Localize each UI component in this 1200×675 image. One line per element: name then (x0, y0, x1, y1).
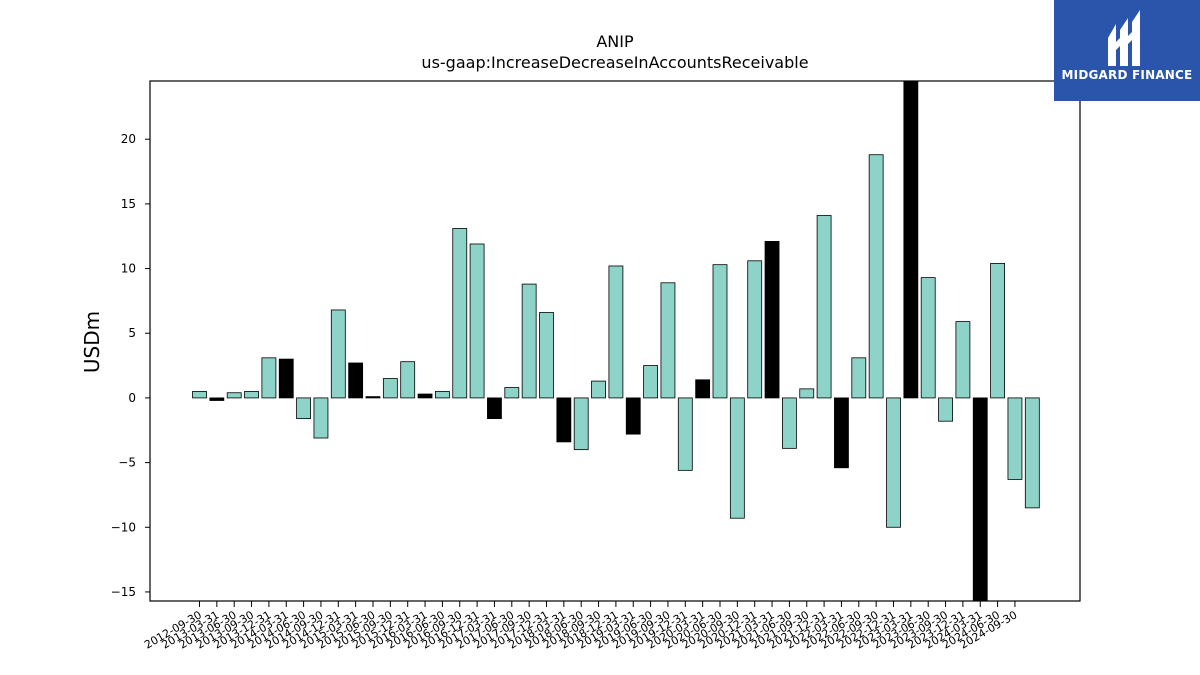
bar (261, 357, 277, 399)
bar (834, 397, 849, 469)
bar (434, 391, 450, 399)
bar (972, 397, 988, 602)
bar (573, 397, 589, 451)
bar (504, 387, 520, 399)
bar (782, 397, 797, 449)
bar (677, 397, 693, 471)
bar (816, 215, 832, 399)
bar (296, 397, 312, 420)
y-tick-label: 5 (128, 326, 136, 340)
bar (643, 365, 658, 399)
bar (695, 379, 711, 399)
chart-title: ANIP (596, 32, 634, 51)
bar (556, 397, 572, 443)
x-axis-ticks: 2012-09-302013-03-312013-06-302013-09-30… (142, 601, 1019, 652)
bar (886, 397, 901, 528)
bar (851, 357, 867, 399)
bar (452, 228, 468, 399)
y-tick-label: −10 (111, 520, 136, 534)
y-tick-label: 15 (121, 197, 136, 211)
y-tick-label: −5 (118, 456, 136, 470)
bar (799, 388, 815, 399)
bar (348, 362, 364, 399)
bar (487, 397, 502, 420)
bar (382, 378, 398, 399)
bar (1007, 397, 1023, 480)
bar (868, 154, 884, 399)
y-tick-label: 20 (121, 132, 136, 146)
y-tick-label: 0 (128, 391, 136, 405)
plot-frame (149, 80, 1081, 602)
bar (608, 265, 624, 399)
y-axis-ticks: −15 −10 −5 0 5 10 15 20 (111, 132, 150, 599)
bar (938, 397, 953, 422)
bar (660, 282, 676, 399)
bar (764, 240, 780, 399)
chart-subtitle: us-gaap:IncreaseDecreaseInAccountsReceiv… (421, 53, 809, 72)
bar (625, 397, 641, 435)
bar (400, 361, 416, 399)
logo-text: MIDGARD FINANCE (1061, 68, 1193, 82)
bars-group (192, 80, 1040, 602)
bar (521, 283, 537, 399)
bar (729, 397, 745, 519)
bar (469, 243, 485, 399)
bar (1024, 397, 1040, 509)
bar (539, 312, 554, 399)
bar (903, 80, 919, 399)
bar (192, 391, 207, 399)
bar (209, 397, 225, 401)
bar (313, 397, 329, 439)
logo-mark-icon (1054, 0, 1200, 101)
bar (920, 277, 936, 399)
y-tick-label: −15 (111, 585, 136, 599)
midgard-finance-logo: MIDGARD FINANCE (1054, 0, 1200, 101)
bar (955, 321, 971, 399)
bar (712, 264, 728, 399)
bar (278, 358, 294, 399)
y-axis-label: USDm (80, 310, 104, 374)
bar (990, 262, 1005, 399)
bar (330, 309, 346, 399)
y-tick-label: 10 (121, 262, 136, 276)
bar (417, 393, 433, 399)
bar (244, 391, 259, 399)
bar (226, 392, 242, 399)
bar (365, 396, 381, 399)
bar (747, 260, 763, 399)
bar (591, 380, 606, 399)
